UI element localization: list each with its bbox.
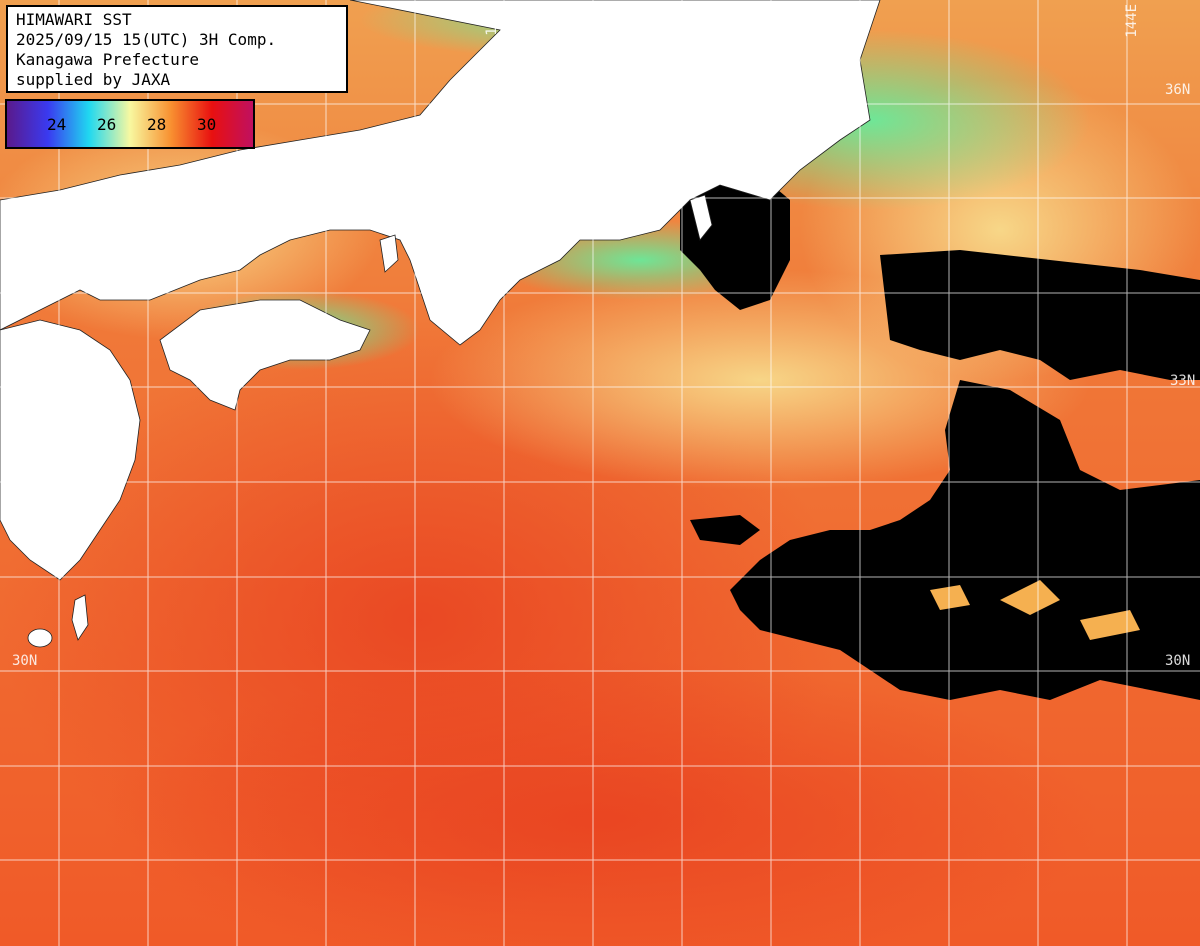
lon-label-135e: 135E [484,2,500,36]
lon-label-144e: 144E [1124,4,1140,38]
title-line: HIMAWARI SST [16,10,132,29]
title-box: HIMAWARI SST 2025/09/15 15(UTC) 3H Comp.… [6,5,348,93]
scale-tick-26: 26 [97,115,117,134]
lat-label-36n: 36N [1165,82,1191,98]
lat-label-30n-left: 30N [12,653,38,669]
warm-region [100,660,1100,946]
lat-label-33n: 33N [1170,373,1196,389]
scale-tick-30: 30 [197,115,217,134]
temperature-scale: 24 26 28 30 [5,99,255,149]
cloud-gaps [930,580,1140,640]
region-line: Kanagawa Prefecture [16,50,200,69]
scale-tick-24: 24 [47,115,67,134]
date-line: 2025/09/15 15(UTC) 3H Comp. [16,30,277,49]
lat-label-30n-right: 30N [1165,653,1191,669]
credit-line: supplied by JAXA [16,70,171,89]
scale-tick-28: 28 [147,115,167,134]
land [0,0,881,648]
